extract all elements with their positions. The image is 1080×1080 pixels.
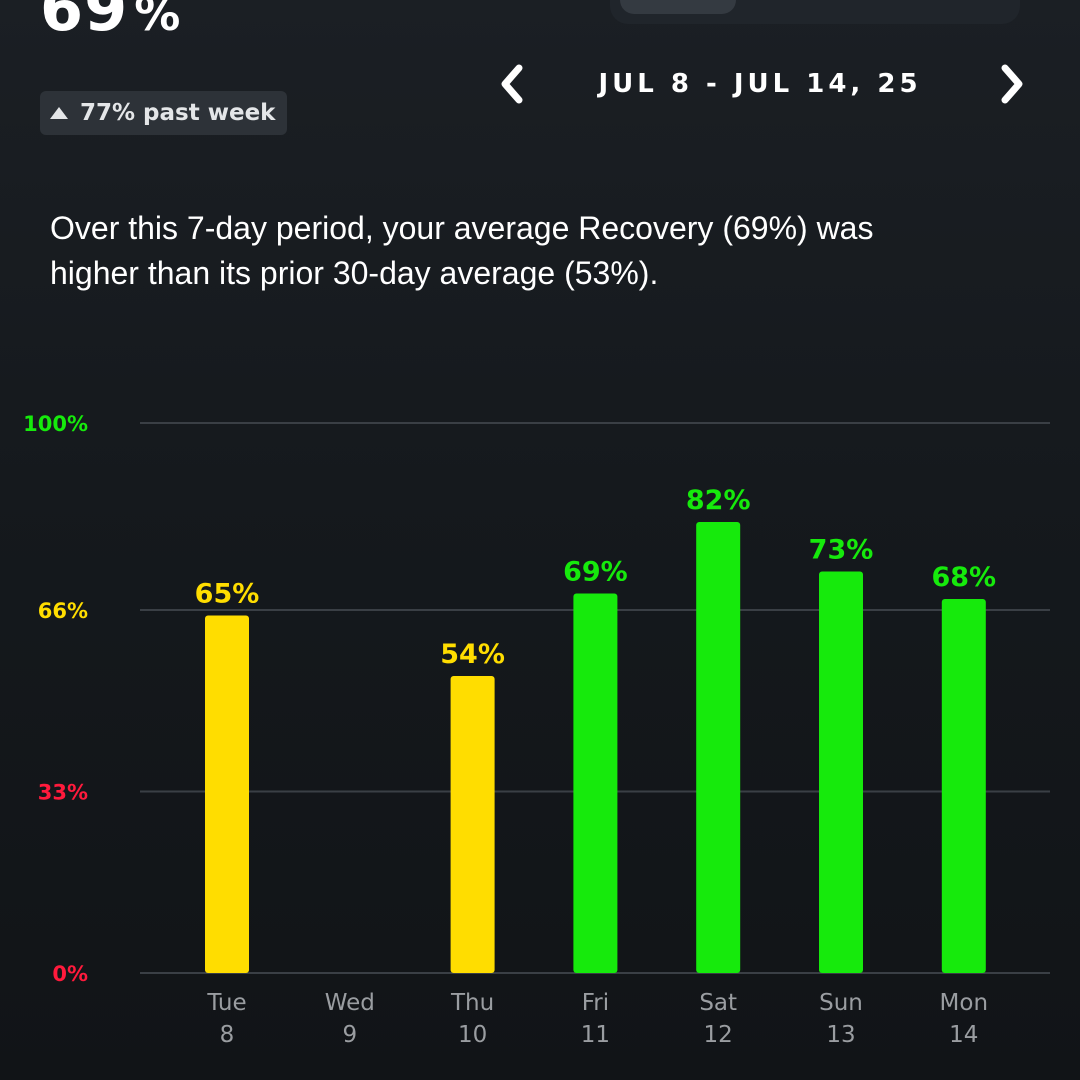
change-badge: 77% past week [40, 91, 288, 135]
bar-value-label: 65% [195, 579, 260, 610]
summary-line-2: higher than its prior 30-day average (53… [50, 255, 659, 291]
x-day-label: Sun [819, 990, 863, 1016]
bar [573, 593, 618, 973]
bar [205, 615, 249, 973]
recovery-bar-chart: 100% 66% 33% 0% 65% Tue 8 Wed 9 54% Thu 10 69% Fri 11 8… [23, 412, 1050, 1048]
score-unit: % [134, 0, 182, 41]
y-tick-label: 33% [38, 781, 88, 805]
recovery-score: 69% [40, 0, 181, 40]
x-day-label: Tue [206, 990, 246, 1016]
bar-value-label: 54% [440, 639, 505, 670]
bar-value-label: 69% [563, 557, 628, 588]
x-date-label: 12 [704, 1022, 733, 1048]
previous-week-button[interactable] [492, 62, 532, 106]
bar [696, 522, 741, 973]
x-day-label: Sat [699, 990, 737, 1016]
change-badge-label: 77% past week [80, 100, 276, 126]
x-date-label: 14 [949, 1022, 978, 1048]
bar-value-label: 68% [931, 562, 996, 593]
next-week-button[interactable] [992, 62, 1032, 106]
view-toggle-selected[interactable] [620, 0, 736, 14]
x-date-label: 8 [220, 1022, 235, 1048]
bar [941, 599, 986, 973]
x-day-label: Fri [582, 990, 609, 1016]
x-date-label: 11 [581, 1022, 610, 1048]
chevron-right-icon [1001, 64, 1023, 104]
summary-line-1: Over this 7-day period, your average Rec… [50, 210, 874, 246]
date-range: JUL 8 - JUL 14, 25 [598, 69, 922, 99]
y-tick-label: 66% [38, 599, 88, 623]
x-date-label: 9 [342, 1022, 357, 1048]
x-date-label: 10 [458, 1022, 487, 1048]
bar [450, 676, 495, 973]
recovery-summary: Over this 7-day period, your average Rec… [50, 206, 1030, 296]
triangle-up-icon [50, 107, 68, 119]
x-day-label: Wed [325, 990, 375, 1016]
score-value: 69 [40, 0, 129, 45]
y-tick-label: 100% [23, 412, 88, 436]
bar-value-label: 73% [809, 535, 874, 566]
x-date-label: 13 [826, 1022, 855, 1048]
x-day-label: Thu [450, 990, 494, 1016]
y-tick-label: 0% [52, 962, 88, 986]
bar [819, 571, 863, 973]
x-day-label: Mon [940, 990, 989, 1016]
chevron-left-icon [501, 64, 523, 104]
bar-value-label: 82% [686, 485, 751, 516]
